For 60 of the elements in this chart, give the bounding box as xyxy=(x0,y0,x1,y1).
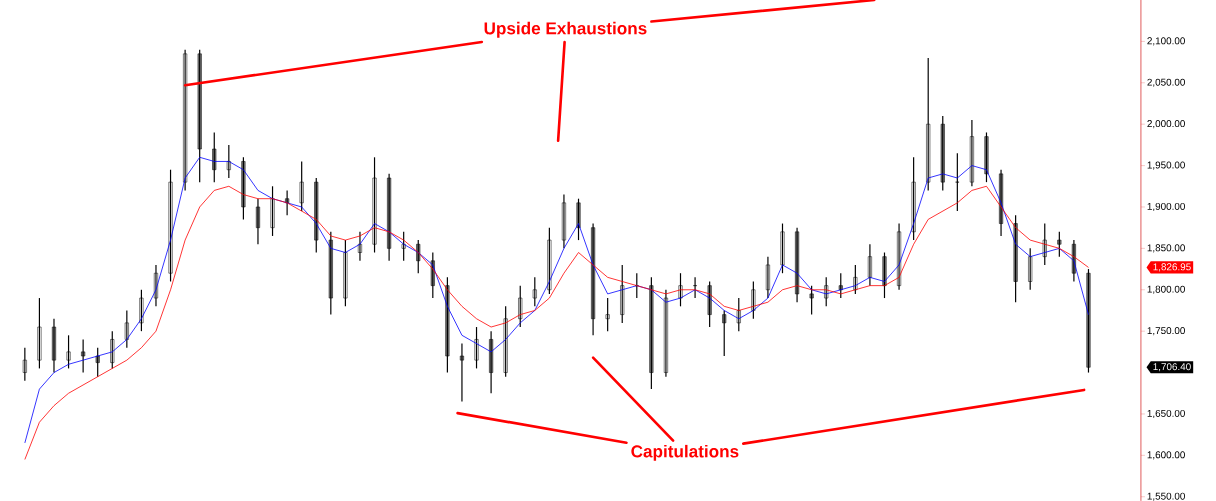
candlestick xyxy=(532,276,537,307)
y-tick-label: 1,800.00 xyxy=(1147,285,1185,294)
y-tick-label: 1,750.00 xyxy=(1147,327,1185,336)
candlestick xyxy=(547,227,552,295)
candlestick xyxy=(241,156,246,221)
candlestick xyxy=(1013,214,1018,303)
candlestick xyxy=(37,297,42,370)
candlestick xyxy=(1057,231,1062,258)
candlestick xyxy=(911,156,916,241)
candlestick xyxy=(1086,268,1091,374)
candlestick xyxy=(955,152,960,212)
candlestick xyxy=(81,338,86,374)
candlestick xyxy=(984,131,989,183)
y-tick-label: 1,550.00 xyxy=(1147,492,1185,501)
candlestick xyxy=(124,309,129,349)
candlestick xyxy=(503,305,508,378)
candlestick xyxy=(299,160,304,212)
text: 1,826.95 xyxy=(1153,263,1191,272)
annotation: Upside Exhaustions xyxy=(484,21,647,38)
candlestick xyxy=(649,276,654,390)
candlestick xyxy=(707,280,712,328)
candlestick xyxy=(751,280,756,320)
candlestick xyxy=(372,156,377,254)
candlestick xyxy=(314,177,319,254)
candlestick xyxy=(95,347,100,378)
annotation: Capitulations xyxy=(631,444,739,461)
candlestick xyxy=(940,115,945,192)
candlestick xyxy=(66,334,71,370)
candlestick xyxy=(270,185,275,237)
candlestick xyxy=(576,198,581,241)
candlestick xyxy=(445,276,450,374)
candlestick xyxy=(139,289,144,332)
candlestick xyxy=(780,222,785,274)
candlestick xyxy=(401,231,406,262)
y-tick-label: 2,000.00 xyxy=(1147,120,1185,129)
text: 1,706.40 xyxy=(1153,363,1191,372)
candlestick xyxy=(926,57,931,192)
candlestick xyxy=(197,49,202,183)
candlestick xyxy=(1028,247,1033,291)
candlestick xyxy=(22,347,27,382)
candlestick xyxy=(809,285,814,316)
candlestick xyxy=(605,297,610,332)
y-tick-label: 1,950.00 xyxy=(1147,161,1185,170)
y-tick-label: 2,050.00 xyxy=(1147,78,1185,87)
candlestick xyxy=(474,326,479,370)
candlestick xyxy=(328,231,333,316)
y-tick-label: 2,100.00 xyxy=(1147,37,1185,46)
candlestick xyxy=(110,330,115,370)
y-tick-label: 1,900.00 xyxy=(1147,202,1185,212)
candlestick xyxy=(882,251,887,299)
y-tick-label: 1,600.00 xyxy=(1147,451,1185,460)
candlestick xyxy=(838,272,843,299)
y-tick-label: 1,850.00 xyxy=(1147,244,1185,253)
candlestick xyxy=(343,239,348,307)
candlestick xyxy=(620,264,625,324)
candlestick xyxy=(518,285,523,328)
candlestick xyxy=(212,131,217,183)
candlestick xyxy=(168,169,173,283)
candlestick xyxy=(722,309,727,357)
y-tick-label: 1,650.00 xyxy=(1147,409,1185,419)
